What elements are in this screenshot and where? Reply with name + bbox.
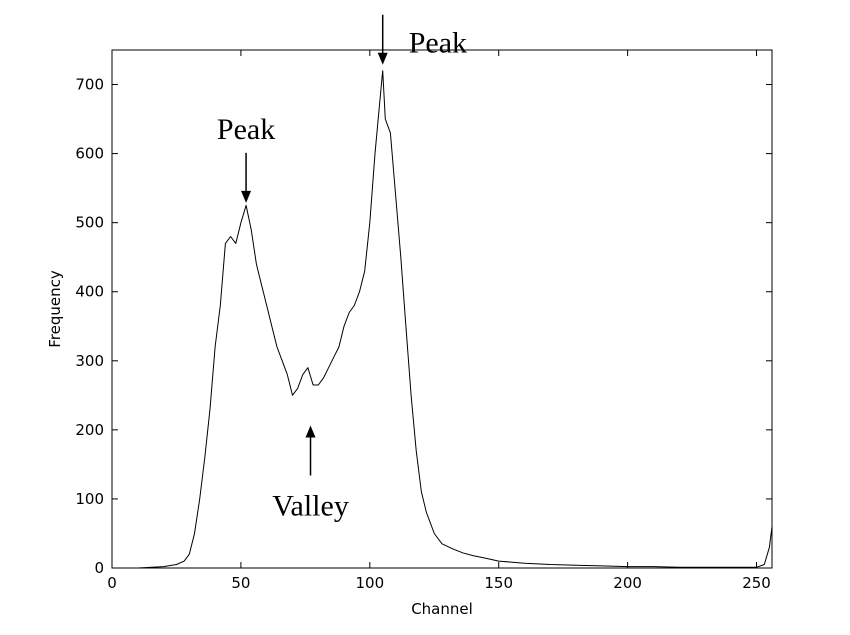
annotation-label: Valley <box>272 490 349 523</box>
y-tick-label: 400 <box>75 283 104 301</box>
annotation-label: Peak <box>217 113 275 146</box>
y-tick-label: 0 <box>94 559 104 577</box>
x-tick-label: 100 <box>355 574 384 592</box>
y-axis-title: Frequency <box>46 270 64 348</box>
arrow-up-icon <box>305 425 316 438</box>
arrow-down-icon <box>241 190 252 203</box>
x-tick-label: 200 <box>613 574 642 592</box>
x-axis: 0 50 100 150 200 250 <box>107 50 771 592</box>
y-tick-label: 200 <box>75 421 104 439</box>
series-line <box>137 70 773 569</box>
y-tick-label: 100 <box>75 490 104 508</box>
arrow-down-icon <box>377 52 388 65</box>
annotations: Peak Peak Valley <box>217 14 467 523</box>
y-tick-label: 600 <box>75 145 104 163</box>
y-axis: 0 100 200 300 400 500 600 700 <box>75 76 772 577</box>
y-tick-label: 500 <box>75 214 104 232</box>
x-tick-label: 50 <box>231 574 250 592</box>
x-tick-label: 250 <box>742 574 771 592</box>
annotation-valley: Valley <box>272 425 349 523</box>
annotation-label: Peak <box>409 27 467 60</box>
x-tick-label: 150 <box>484 574 513 592</box>
x-tick-label: 0 <box>107 574 117 592</box>
plot-frame <box>111 49 773 569</box>
annotation-peak: Peak <box>377 14 467 65</box>
y-tick-label: 700 <box>75 76 104 94</box>
x-axis-title: Channel <box>411 600 473 618</box>
annotation-peak: Peak <box>217 113 275 203</box>
y-tick-label: 300 <box>75 352 104 370</box>
